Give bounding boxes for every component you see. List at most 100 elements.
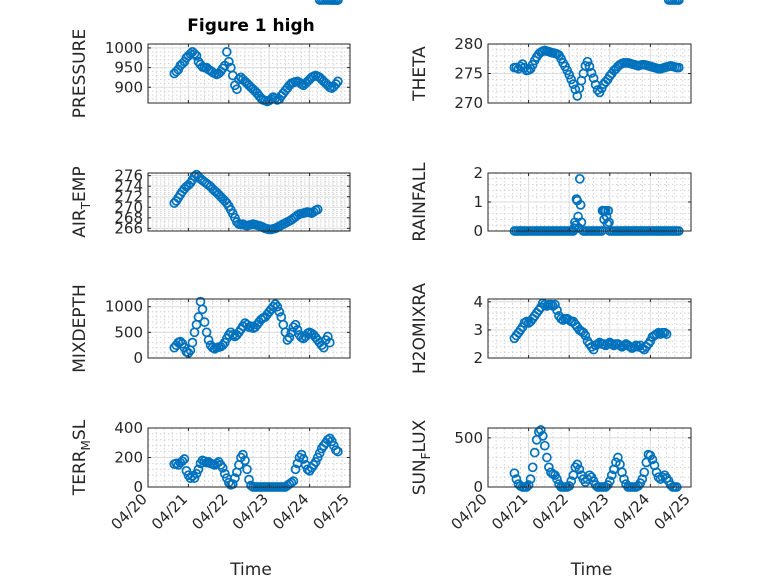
x-tick-label: 04/21 (488, 490, 531, 533)
x-tick-label: 04/24 (610, 490, 653, 533)
subplot-theta: 270 275 280 THETA (410, 35, 692, 112)
x-tick-label: 04/20 (448, 490, 491, 533)
data-point (244, 474, 254, 485)
data-point (537, 431, 548, 441)
data-point (187, 337, 198, 348)
data-point (217, 462, 228, 473)
y-axis-label: TERRMSL (70, 419, 93, 496)
data-point (185, 473, 196, 483)
data-point (619, 340, 629, 351)
y-tick-label: 275 (454, 65, 483, 83)
y-tick-label: 950 (114, 59, 143, 77)
data-point (574, 464, 585, 475)
data-point (529, 447, 540, 458)
data-point (673, 0, 684, 5)
data-point (288, 476, 299, 486)
data-point (333, 0, 343, 5)
axes-frame (487, 298, 692, 359)
data-point (189, 48, 200, 59)
data-point (179, 454, 190, 464)
data-point (193, 312, 204, 322)
data-point (238, 449, 248, 460)
data-point (268, 301, 279, 312)
y-tick-label: 0 (473, 478, 483, 496)
data-point (193, 464, 204, 475)
axes-frame (147, 298, 351, 359)
data-point (588, 73, 599, 84)
y-tick-label: 2 (473, 164, 483, 182)
y-axis-label: PRESSURE (70, 29, 90, 118)
subplot-rainfall: 0 1 2 RAINFALL (410, 162, 692, 242)
x-tick-label: 04/22 (188, 490, 231, 533)
data-point (217, 340, 228, 351)
data-point (284, 332, 295, 343)
y-tick-label: 0 (133, 349, 143, 367)
data-point (574, 173, 585, 184)
y-axis-label: THETA (410, 46, 430, 102)
data-point (240, 455, 250, 466)
x-tick-label: 04/25 (651, 490, 694, 533)
x-tick-label: 04/21 (148, 490, 191, 533)
data-point (290, 464, 301, 475)
data-point (566, 74, 577, 85)
data-point (523, 480, 534, 490)
y-tick-label: 1000 (105, 39, 143, 57)
x-axis-label: Time (570, 560, 613, 580)
chart-title: Figure 1 high (187, 16, 315, 36)
y-tick-label: 400 (114, 419, 143, 437)
data-point (191, 50, 202, 61)
data-point (197, 304, 208, 315)
data-point (282, 335, 293, 345)
data-point (511, 474, 522, 484)
axes-frame (487, 427, 692, 488)
data-point (221, 47, 232, 57)
data-point (619, 474, 629, 484)
data-point (651, 467, 662, 478)
y-tick-label: 3 (473, 321, 483, 339)
subplot-terr-msl: 0 200 400 TERRMSL 04/2004/2104/2204/2304/240… (70, 419, 353, 580)
data-point (290, 319, 301, 330)
data-point (298, 454, 309, 464)
y-axis-label: AIRTEMP (70, 166, 93, 237)
data-point (177, 456, 188, 467)
y-tick-label: 1 (473, 193, 483, 211)
data-point (509, 468, 520, 479)
data-point (647, 454, 658, 465)
data-point (230, 473, 240, 483)
y-tick-label: 2 (473, 349, 483, 367)
data-point (292, 324, 303, 335)
y-tick-label: 276 (114, 167, 143, 185)
data-point (572, 459, 583, 470)
data-point (242, 464, 252, 475)
data-point (550, 299, 560, 310)
data-point (234, 74, 244, 85)
subplot-mixdepth: 0 500 1000 MIXDEPTH (70, 0, 351, 373)
data-point (527, 462, 538, 473)
data-point (333, 76, 343, 87)
data-point (270, 93, 281, 104)
x-tick-label: 04/25 (310, 490, 353, 533)
y-axis-label: RAINFALL (410, 162, 430, 242)
data-point (246, 321, 256, 332)
data-point (270, 299, 281, 309)
data-point (539, 440, 550, 451)
data-point (661, 329, 672, 339)
data-point (673, 62, 684, 73)
data-point (542, 452, 552, 463)
y-tick-label: 274 (114, 177, 143, 195)
data-point (552, 305, 562, 316)
data-point (333, 446, 343, 457)
data-point (564, 481, 575, 491)
data-point (576, 217, 587, 228)
y-tick-label: 272 (114, 188, 143, 206)
data-point (582, 56, 593, 67)
x-tick-label: 04/24 (269, 490, 312, 533)
data-point (312, 204, 323, 215)
y-tick-label: 4 (473, 293, 483, 311)
data-point (586, 68, 597, 78)
data-point (286, 327, 297, 338)
axes-frame (147, 172, 351, 232)
